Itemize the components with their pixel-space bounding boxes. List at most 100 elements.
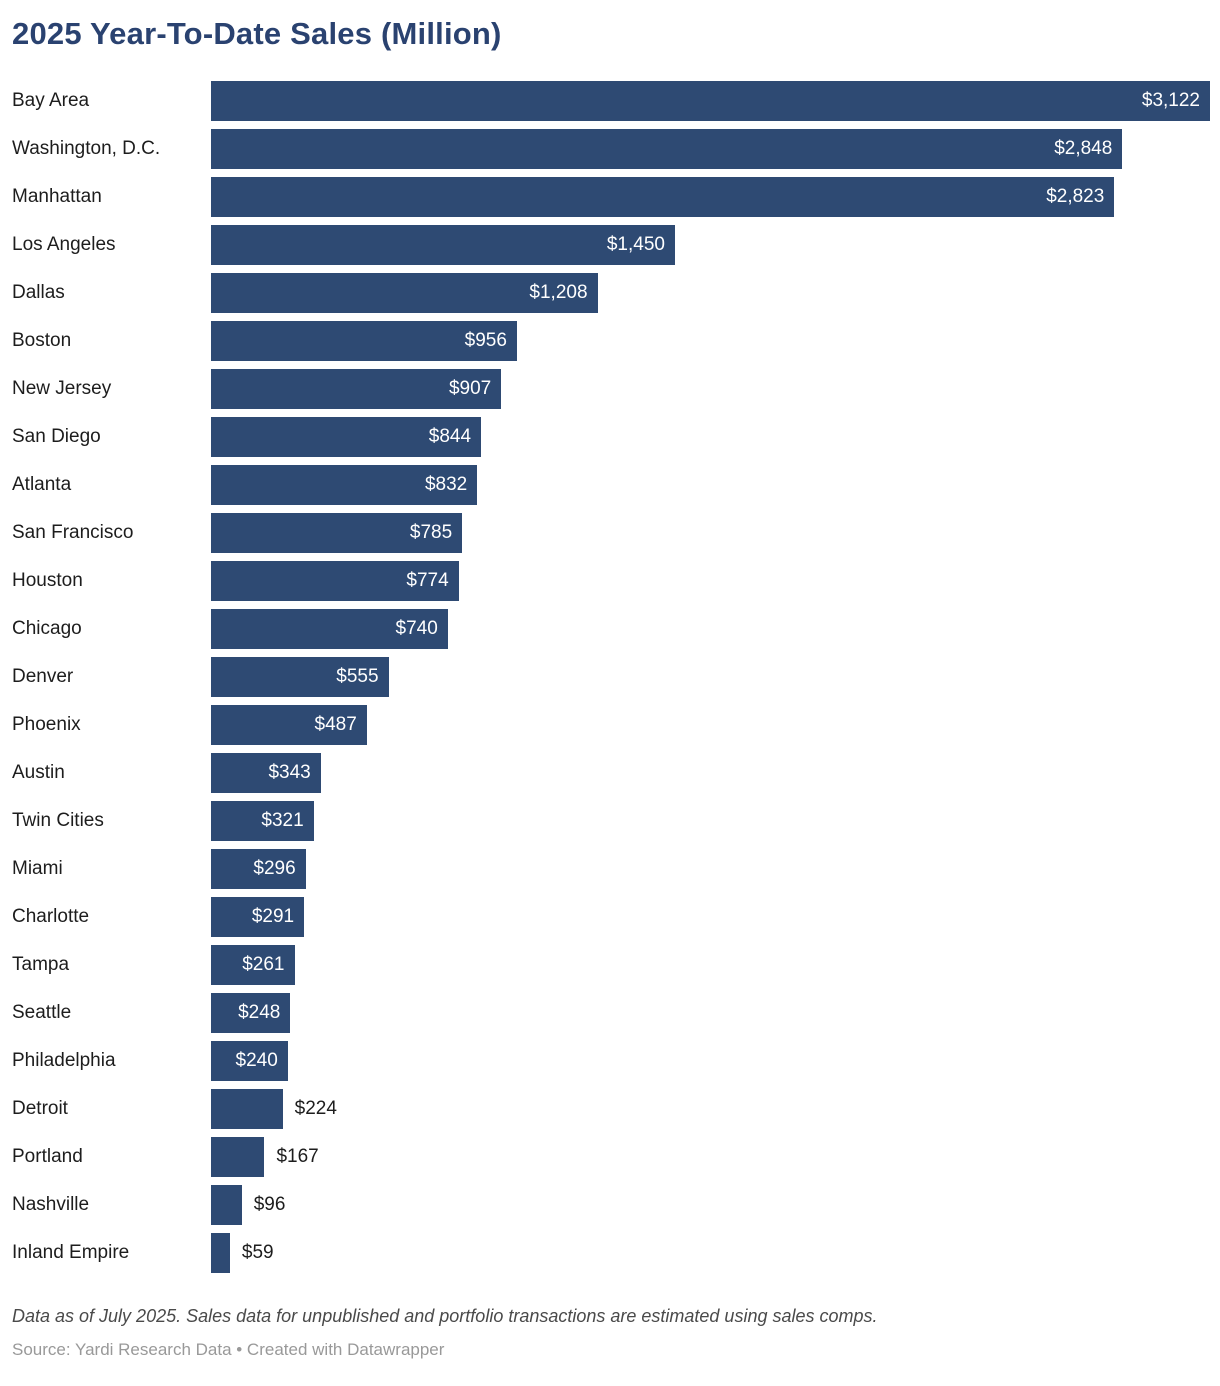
bar-row: Los Angeles $1,450 [12, 221, 1210, 269]
bar-track: $844 [211, 417, 1210, 457]
bar-row: New Jersey $907 [12, 365, 1210, 413]
value-label: $343 [268, 762, 311, 783]
bar-track: $1,450 [211, 225, 1210, 265]
bar-row: Houston $774 [12, 557, 1210, 605]
chart-notes: Data as of July 2025. Sales data for unp… [12, 1306, 878, 1326]
value-label: $774 [406, 570, 449, 591]
bar: $2,823 [211, 177, 1115, 217]
bar-track: $343 [211, 753, 1210, 793]
bar [211, 1233, 230, 1273]
bar-track: $296 [211, 849, 1210, 889]
bar-track: $240 [211, 1041, 1210, 1081]
category-label: Detroit [12, 1098, 68, 1119]
bar-row: Twin Cities $321 [12, 797, 1210, 845]
bar: $1,450 [211, 225, 675, 265]
bar: $740 [211, 609, 448, 649]
bar-row: Seattle $248 [12, 989, 1210, 1037]
bar-row: Nashville $96 [12, 1181, 1210, 1229]
value-label: $907 [448, 378, 492, 399]
value-label: $321 [261, 810, 304, 831]
value-label: $832 [424, 474, 468, 495]
bar-row: Inland Empire $59 [12, 1229, 1210, 1277]
value-label: $785 [409, 522, 453, 543]
chart-footer: Data as of July 2025. Sales data for unp… [12, 1303, 1210, 1362]
bar-track: $2,823 [211, 177, 1210, 217]
value-label: $2,848 [1054, 138, 1113, 159]
bar-row: Bay Area $3,122 [12, 77, 1210, 125]
bar: $2,848 [211, 129, 1123, 169]
value-label: $296 [253, 858, 296, 879]
bar-chart: Bay Area $3,122 Washington, D.C. $2,848 Manh… [12, 77, 1210, 1277]
category-label: Bay Area [12, 90, 90, 111]
bar [211, 1089, 283, 1129]
bar [211, 1185, 242, 1225]
bar-row: Charlotte $291 [12, 893, 1210, 941]
value-label: $240 [235, 1050, 278, 1071]
value-label: $261 [242, 954, 285, 975]
bar: $785 [211, 513, 463, 553]
bar-track: $2,848 [211, 129, 1210, 169]
category-label: Seattle [12, 1002, 72, 1023]
bar-track: $832 [211, 465, 1210, 505]
value-label: $555 [336, 666, 379, 687]
category-label: Nashville [12, 1194, 90, 1215]
bar-row: Boston $956 [12, 317, 1210, 365]
bar-row: Denver $555 [12, 653, 1210, 701]
bar-track: $96 [211, 1185, 1210, 1225]
category-label: Los Angeles [12, 234, 116, 255]
value-label: $224 [294, 1098, 337, 1119]
bar-track: $785 [211, 513, 1210, 553]
bar-track: $555 [211, 657, 1210, 697]
value-label: $956 [464, 330, 507, 351]
bar-row: Detroit $224 [12, 1085, 1210, 1133]
category-label: Houston [12, 570, 83, 591]
bar-track: $59 [211, 1233, 1210, 1273]
value-label: $2,823 [1046, 186, 1105, 207]
page-title: 2025 Year-To-Date Sales (Million) [12, 16, 502, 51]
value-label: $3,122 [1141, 90, 1200, 111]
category-label: Philadelphia [12, 1050, 116, 1071]
bar: $3,122 [211, 81, 1210, 121]
category-label: San Diego [12, 426, 101, 447]
bar-track: $321 [211, 801, 1210, 841]
category-label: Washington, D.C. [12, 138, 161, 159]
category-label: Boston [12, 330, 72, 351]
bar: $774 [211, 561, 459, 601]
category-label: Austin [12, 762, 65, 783]
value-label: $740 [395, 618, 438, 639]
bar: $832 [211, 465, 478, 505]
bar: $487 [211, 705, 367, 745]
bar-row: San Diego $844 [12, 413, 1210, 461]
bar-track: $167 [211, 1137, 1210, 1177]
category-label: Manhattan [12, 186, 102, 207]
bar-row: Miami $296 [12, 845, 1210, 893]
category-label: Atlanta [12, 474, 72, 495]
bar: $240 [211, 1041, 288, 1081]
value-label: $59 [241, 1242, 274, 1263]
bar: $1,208 [211, 273, 598, 313]
bar-track: $1,208 [211, 273, 1210, 313]
value-label: $1,450 [606, 234, 665, 255]
bar-track: $956 [211, 321, 1210, 361]
bar-row: Manhattan $2,823 [12, 173, 1210, 221]
bar-track: $291 [211, 897, 1210, 937]
bar-row: Chicago $740 [12, 605, 1210, 653]
bar [211, 1137, 265, 1177]
bar: $291 [211, 897, 305, 937]
bar-track: $248 [211, 993, 1210, 1033]
bar-row: Phoenix $487 [12, 701, 1210, 749]
value-label: $248 [238, 1002, 281, 1023]
bar-row: San Francisco $785 [12, 509, 1210, 557]
value-label: $1,208 [529, 282, 588, 303]
value-label: $96 [253, 1194, 286, 1215]
bar-track: $740 [211, 609, 1210, 649]
category-label: Tampa [12, 954, 70, 975]
value-label: $167 [276, 1146, 319, 1167]
bar-track: $224 [211, 1089, 1210, 1129]
bar: $907 [211, 369, 502, 409]
bar-row: Dallas $1,208 [12, 269, 1210, 317]
category-label: Dallas [12, 282, 65, 303]
bar-row: Austin $343 [12, 749, 1210, 797]
value-label: $487 [314, 714, 357, 735]
